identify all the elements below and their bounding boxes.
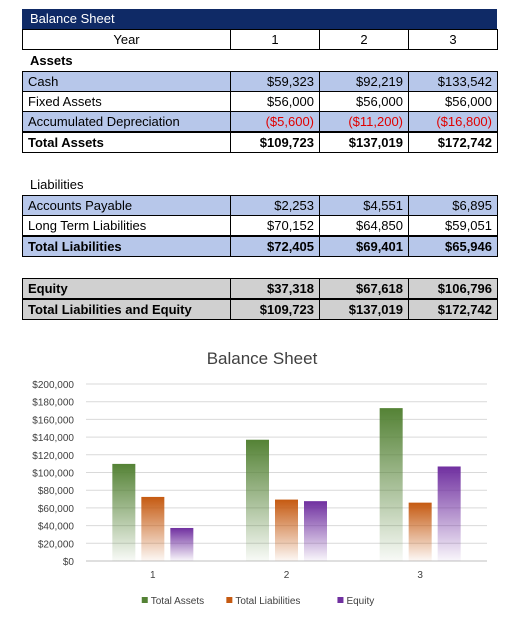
y-tick-label: $80,000 — [38, 486, 75, 497]
chart-bars — [112, 408, 461, 561]
year-cell[interactable]: 3 — [408, 29, 498, 50]
assets-label: Assets — [30, 53, 73, 68]
value-cell[interactable]: ($11,200) — [319, 111, 409, 133]
total-cell[interactable]: $109,723 — [230, 298, 320, 320]
value-cell[interactable]: $106,796 — [408, 278, 498, 300]
total-cell[interactable]: $69,401 — [319, 235, 409, 257]
total-cell[interactable]: $72,405 — [230, 235, 320, 257]
value-cell[interactable]: $59,051 — [408, 215, 498, 237]
value-cell[interactable]: $56,000 — [408, 91, 498, 112]
value-cell[interactable]: $67,618 — [319, 278, 409, 300]
balance-sheet: Balance Sheet Year 1 2 3 Assets Cash $59… — [22, 9, 498, 320]
row-label[interactable]: Fixed Assets — [22, 91, 231, 112]
row-label[interactable]: Cash — [22, 71, 231, 92]
y-tick-label: $0 — [63, 557, 75, 568]
balance-sheet-chart: Balance Sheet $0 $20,000 $40,000 $60,000 $80… — [32, 349, 487, 607]
value-cell[interactable]: $4,551 — [319, 195, 409, 216]
row-label[interactable]: Long Term Liabilities — [22, 215, 231, 237]
value-cell[interactable]: $37,318 — [230, 278, 320, 300]
year-cell[interactable]: 2 — [319, 29, 409, 50]
header-row: Year 1 2 3 — [22, 29, 498, 50]
value-cell[interactable]: $70,152 — [230, 215, 320, 237]
total-row: Total Liabilities and Equity $109,723 $1… — [22, 298, 498, 320]
value-cell[interactable]: ($16,800) — [408, 111, 498, 133]
bar-equity[interactable] — [437, 466, 461, 561]
liabilities-table: Accounts Payable $2,253 $4,551 $6,895 Lo… — [22, 195, 498, 257]
total-label[interactable]: Total Liabilities — [22, 235, 231, 257]
row-label[interactable]: Accounts Payable — [22, 195, 231, 216]
spacer — [22, 153, 497, 174]
y-tick-label: $200,000 — [32, 380, 74, 391]
row-label[interactable]: Equity — [22, 278, 231, 300]
legend-label: Equity — [346, 596, 374, 607]
bar-total-liabilities[interactable] — [141, 496, 165, 561]
year-label[interactable]: Year — [22, 29, 231, 50]
liabilities-label: Liabilities — [30, 177, 84, 192]
value-cell[interactable]: $56,000 — [319, 91, 409, 112]
total-label[interactable]: Total Liabilities and Equity — [22, 298, 231, 320]
bar-total-liabilities[interactable] — [275, 499, 298, 561]
y-tick-label: $20,000 — [38, 539, 75, 550]
table-row: Cash $59,323 $92,219 $133,542 — [22, 71, 498, 92]
table-row: Accumulated Depreciation ($5,600) ($11,2… — [22, 111, 498, 133]
value-cell[interactable]: $92,219 — [319, 71, 409, 92]
value-cell[interactable]: $133,542 — [408, 71, 498, 92]
value-cell[interactable]: $56,000 — [230, 91, 320, 112]
bar-total-assets[interactable] — [112, 463, 136, 561]
total-row: Total Liabilities $72,405 $69,401 $65,94… — [22, 235, 498, 257]
bar-total-assets[interactable] — [246, 439, 269, 561]
bar-equity[interactable] — [304, 501, 327, 561]
y-tick-label: $60,000 — [38, 504, 75, 515]
legend-label: Total Liabilities — [235, 596, 300, 607]
total-cell[interactable]: $137,019 — [319, 131, 409, 153]
value-cell[interactable]: ($5,600) — [230, 111, 320, 133]
assets-table: Cash $59,323 $92,219 $133,542 Fixed Asse… — [22, 71, 498, 153]
equity-table: Equity $37,318 $67,618 $106,796 Total Li… — [22, 278, 498, 320]
value-cell[interactable]: $6,895 — [408, 195, 498, 216]
total-cell[interactable]: $109,723 — [230, 131, 320, 153]
legend-label: Total Assets — [151, 596, 204, 607]
legend-swatch — [226, 597, 233, 603]
x-tick-label: 3 — [417, 570, 423, 581]
equity-row: Equity $37,318 $67,618 $106,796 — [22, 278, 498, 300]
bar-equity[interactable] — [170, 527, 194, 561]
chart-title: Balance Sheet — [207, 349, 318, 368]
value-cell[interactable]: $59,323 — [230, 71, 320, 92]
table-row: Long Term Liabilities $70,152 $64,850 $5… — [22, 215, 498, 237]
total-label[interactable]: Total Assets — [22, 131, 231, 153]
y-tick-label: $140,000 — [32, 433, 74, 444]
legend-swatch — [141, 597, 148, 603]
x-tick-label: 1 — [150, 570, 156, 581]
y-axis-ticks: $0 $20,000 $40,000 $60,000 $80,000 $100,000 $1… — [32, 380, 74, 568]
y-tick-label: $180,000 — [32, 398, 74, 409]
value-cell[interactable]: $2,253 — [230, 195, 320, 216]
x-tick-label: 2 — [284, 570, 290, 581]
total-cell[interactable]: $172,742 — [408, 298, 498, 320]
y-tick-label: $160,000 — [32, 415, 74, 426]
bar-total-assets[interactable] — [379, 408, 403, 561]
year-cell[interactable]: 1 — [230, 29, 320, 50]
total-row: Total Assets $109,723 $137,019 $172,742 — [22, 131, 498, 153]
y-tick-label: $120,000 — [32, 451, 74, 462]
chart-legend: Total Assets Total Liabilities Equity — [141, 596, 374, 607]
y-tick-label: $40,000 — [38, 522, 75, 533]
bar-total-liabilities[interactable] — [408, 502, 432, 561]
value-cell[interactable]: $64,850 — [319, 215, 409, 237]
header-table: Year 1 2 3 — [22, 29, 498, 50]
y-tick-label: $100,000 — [32, 469, 74, 480]
row-label[interactable]: Accumulated Depreciation — [22, 111, 231, 133]
x-axis-ticks: 1 2 3 — [150, 570, 423, 581]
sheet-title: Balance Sheet — [22, 9, 497, 29]
legend-swatch — [337, 597, 344, 603]
spacer — [22, 257, 497, 278]
total-cell[interactable]: $137,019 — [319, 298, 409, 320]
table-row: Fixed Assets $56,000 $56,000 $56,000 — [22, 91, 498, 112]
total-cell[interactable]: $65,946 — [408, 235, 498, 257]
table-row: Accounts Payable $2,253 $4,551 $6,895 — [22, 195, 498, 216]
total-cell[interactable]: $172,742 — [408, 131, 498, 153]
